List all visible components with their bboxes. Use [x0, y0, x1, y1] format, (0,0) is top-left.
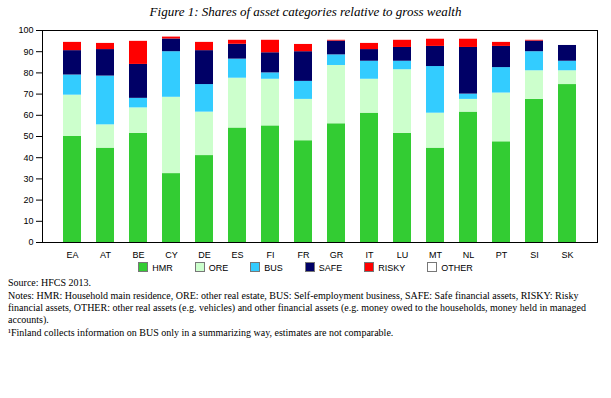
svg-text:60: 60	[23, 110, 33, 120]
html-text:HMR: HMR	[152, 263, 173, 273]
svg-text:SK: SK	[561, 250, 573, 260]
html-text:ORE: ORE	[208, 263, 229, 273]
svg-text:20: 20	[23, 195, 33, 205]
svg-text:80: 80	[23, 68, 33, 78]
svg-text:DE: DE	[198, 250, 211, 260]
html-text:RISKY: RISKY	[378, 263, 406, 273]
svg-text:IT: IT	[366, 250, 375, 260]
html-text:BUS: BUS	[264, 263, 283, 273]
svg-text:30: 30	[23, 174, 33, 184]
svg-text:LU: LU	[397, 250, 409, 260]
svg-text:40: 40	[23, 153, 33, 163]
svg-text:10: 10	[23, 216, 33, 226]
svg-text:SI: SI	[530, 250, 539, 260]
svg-text:FI: FI	[267, 250, 275, 260]
html-text:Source: HFCS 2013.: Source: HFCS 2013.	[8, 277, 92, 288]
svg-text:50: 50	[23, 131, 33, 141]
svg-text:MT: MT	[429, 250, 442, 260]
svg-text:FR: FR	[298, 250, 310, 260]
html-text:Notes: HMR: Household main res: Notes: HMR: Household main residence, OR…	[8, 290, 586, 325]
svg-text:PT: PT	[496, 250, 508, 260]
svg-text:0: 0	[28, 237, 33, 247]
svg-text:70: 70	[23, 89, 33, 99]
svg-text:CY: CY	[165, 250, 178, 260]
html-text:OTHER: OTHER	[441, 263, 473, 273]
svg-text:NL: NL	[463, 250, 475, 260]
svg-text:EA: EA	[66, 250, 78, 260]
svg-text:ES: ES	[231, 250, 243, 260]
html-text:¹Finland collects information: ¹Finland collects information on BUS onl…	[8, 327, 394, 338]
svg-text:GR: GR	[330, 250, 344, 260]
html-text:Figure 1: Shares of asset cate: Figure 1: Shares of asset categories rel…	[149, 4, 462, 19]
svg-text:BE: BE	[132, 250, 144, 260]
html-text:SAFE: SAFE	[318, 263, 343, 273]
svg-text:AT: AT	[100, 250, 111, 260]
svg-text:100: 100	[18, 25, 33, 35]
svg-text:90: 90	[23, 47, 33, 57]
